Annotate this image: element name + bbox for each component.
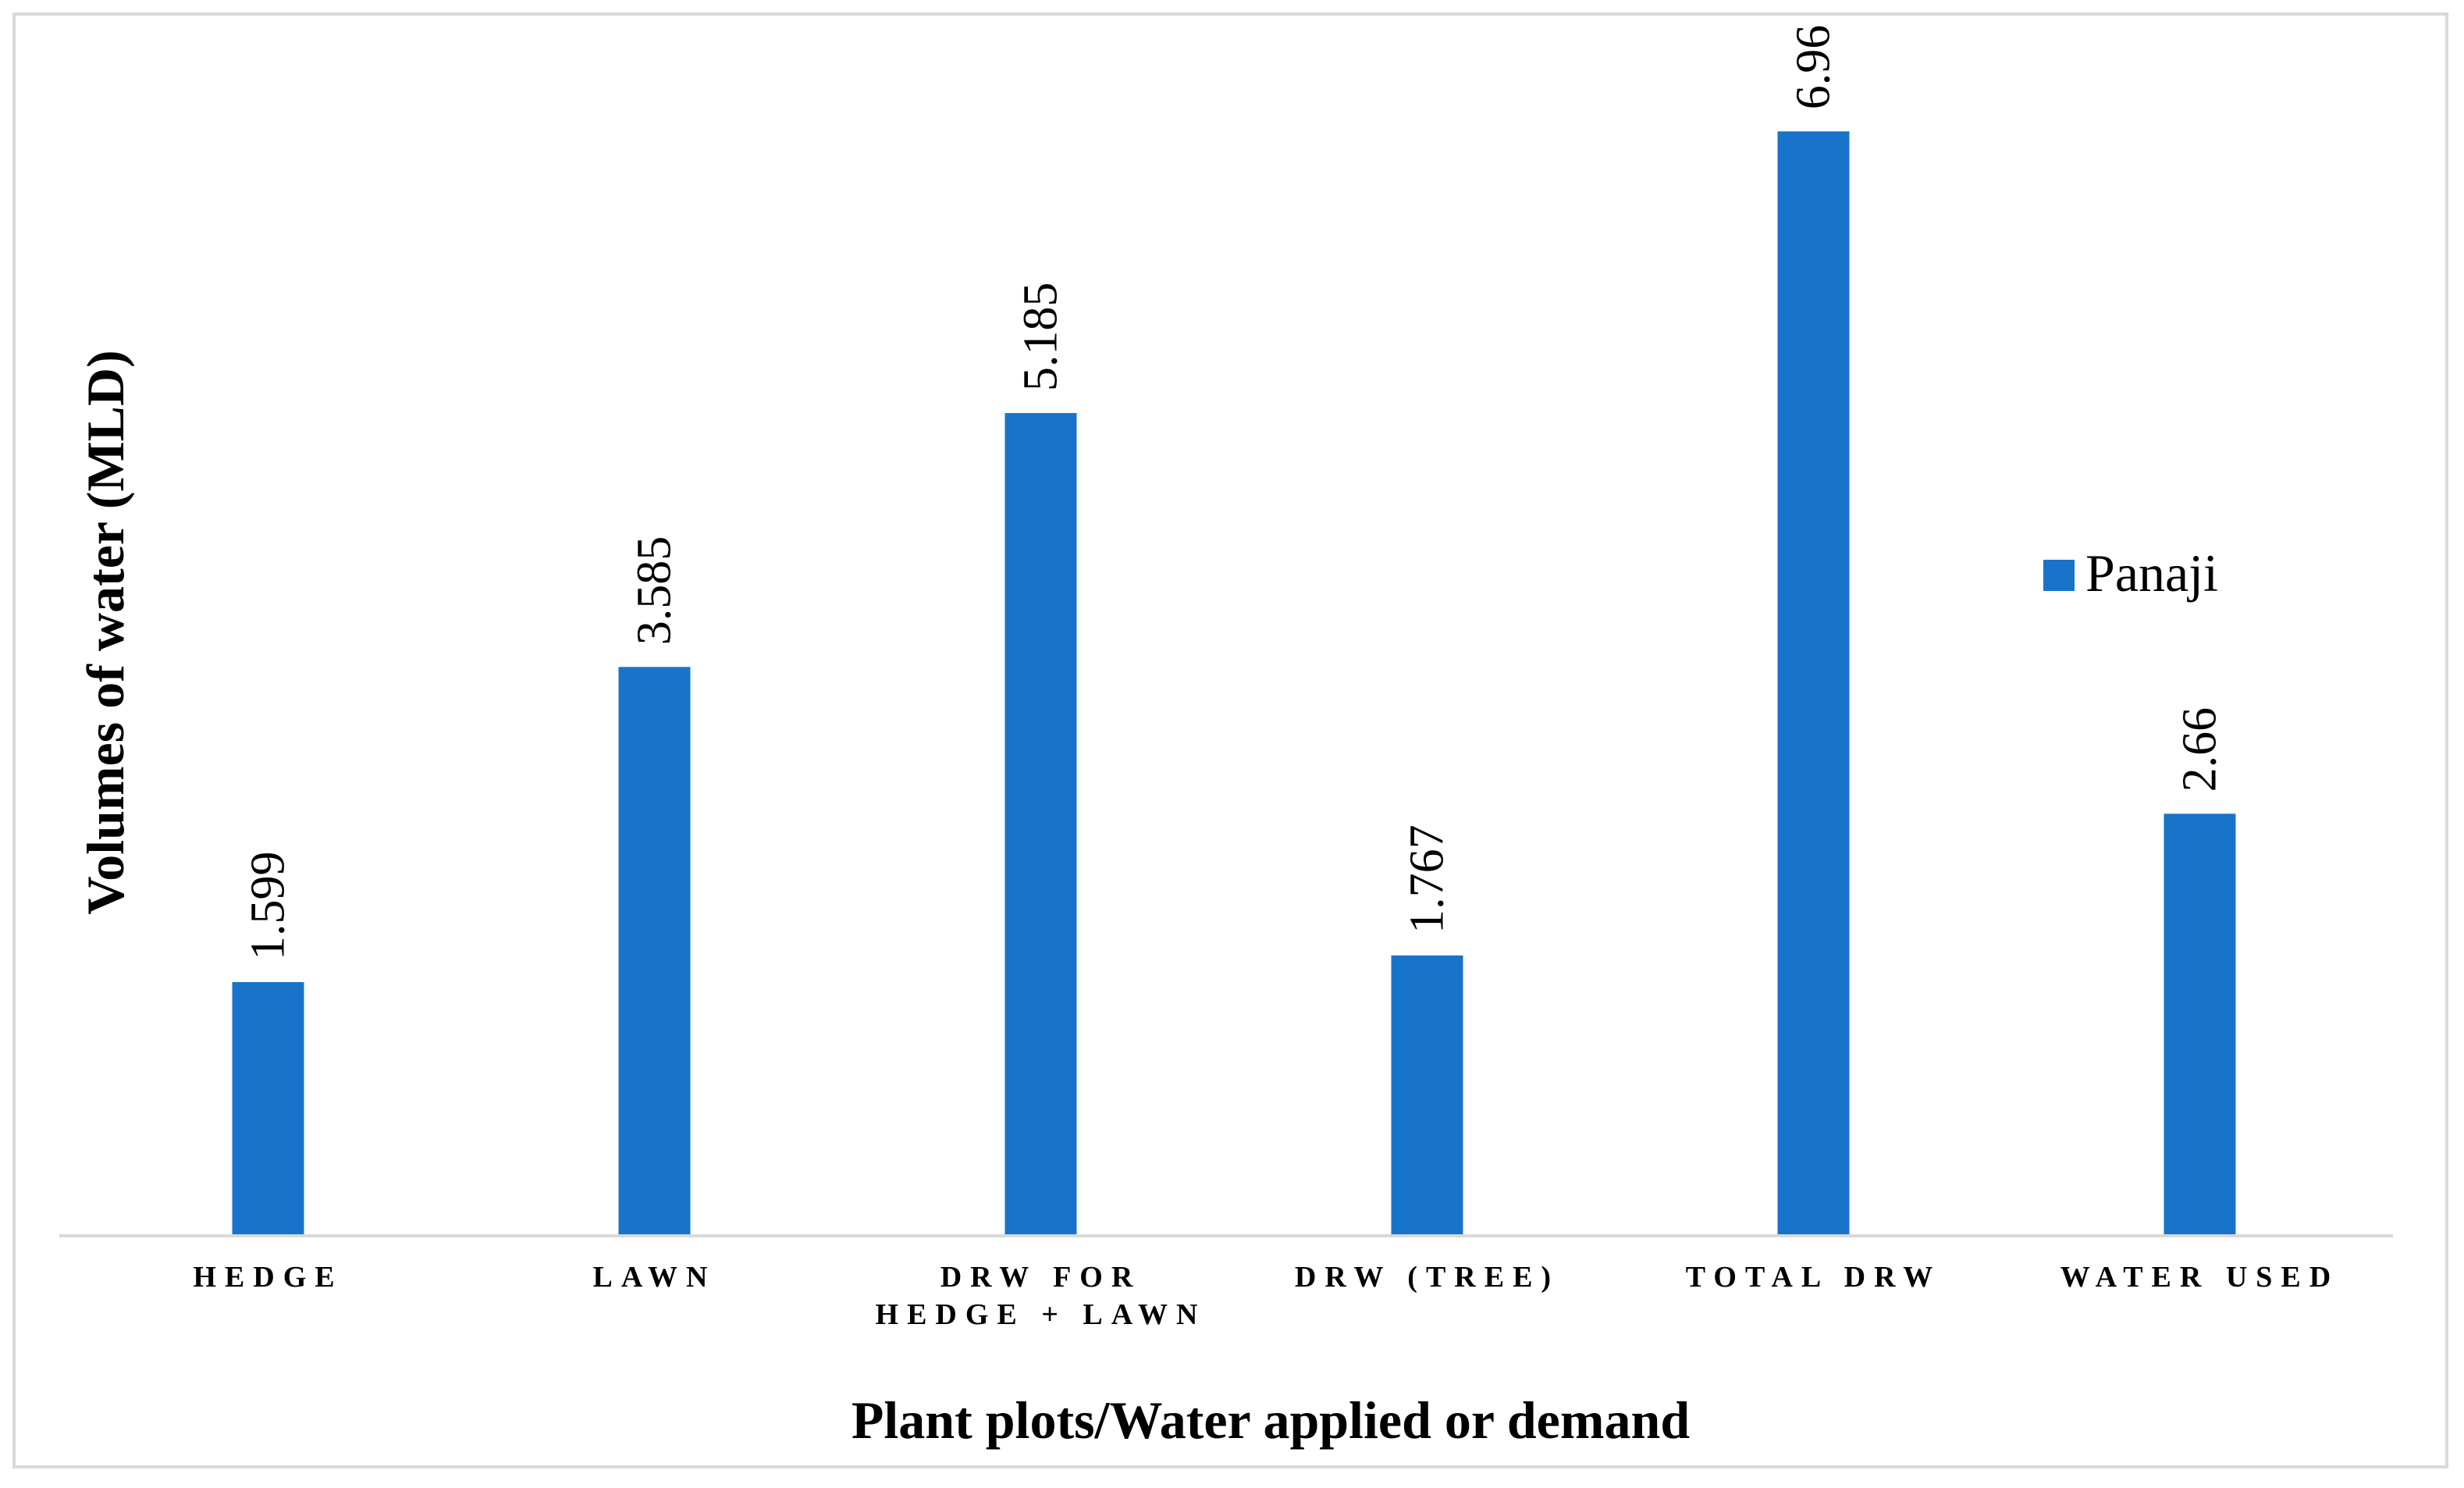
y-axis-title: Volumes of water (MLD) [76, 350, 135, 914]
legend-label-panaji: Panaji [2085, 543, 2218, 603]
data-label: 6.96 [1787, 25, 1840, 110]
category-labels-layer: HEDGE LAWN DRW FOR HEDGE + LAWN DRW (TREE) TO… [193, 1261, 2339, 1331]
category-label: DRW (TREE) [1295, 1261, 1559, 1294]
x-axis-title: Plant plots/Water applied or demand [852, 1390, 1690, 1450]
bar [2164, 813, 2236, 1236]
category-label: WATER USED [2060, 1261, 2339, 1294]
bar [1391, 955, 1463, 1236]
category-label: TOTAL DRW [1686, 1261, 1941, 1294]
bars-layer [232, 131, 2236, 1237]
data-label: 3.585 [628, 536, 681, 646]
category-label: HEDGE [193, 1261, 343, 1294]
data-label: 5.185 [1015, 283, 1068, 392]
data-labels-layer: 1.599 3.585 5.185 1.767 6.96 2.66 [242, 25, 2227, 960]
chart-border [12, 12, 2448, 1468]
category-label: LAWN [592, 1261, 716, 1294]
data-label: 2.66 [2174, 707, 2227, 792]
bar [618, 667, 691, 1236]
data-label: 1.767 [1401, 824, 1454, 934]
category-label: HEDGE + LAWN [876, 1298, 1207, 1331]
category-label: DRW FOR [940, 1261, 1142, 1294]
data-label: 1.599 [242, 851, 295, 960]
legend-swatch-panaji [2043, 560, 2075, 591]
legend: Panaji [2043, 543, 2218, 603]
bar [232, 981, 304, 1236]
bar [1004, 413, 1077, 1236]
bar [1777, 131, 1850, 1237]
